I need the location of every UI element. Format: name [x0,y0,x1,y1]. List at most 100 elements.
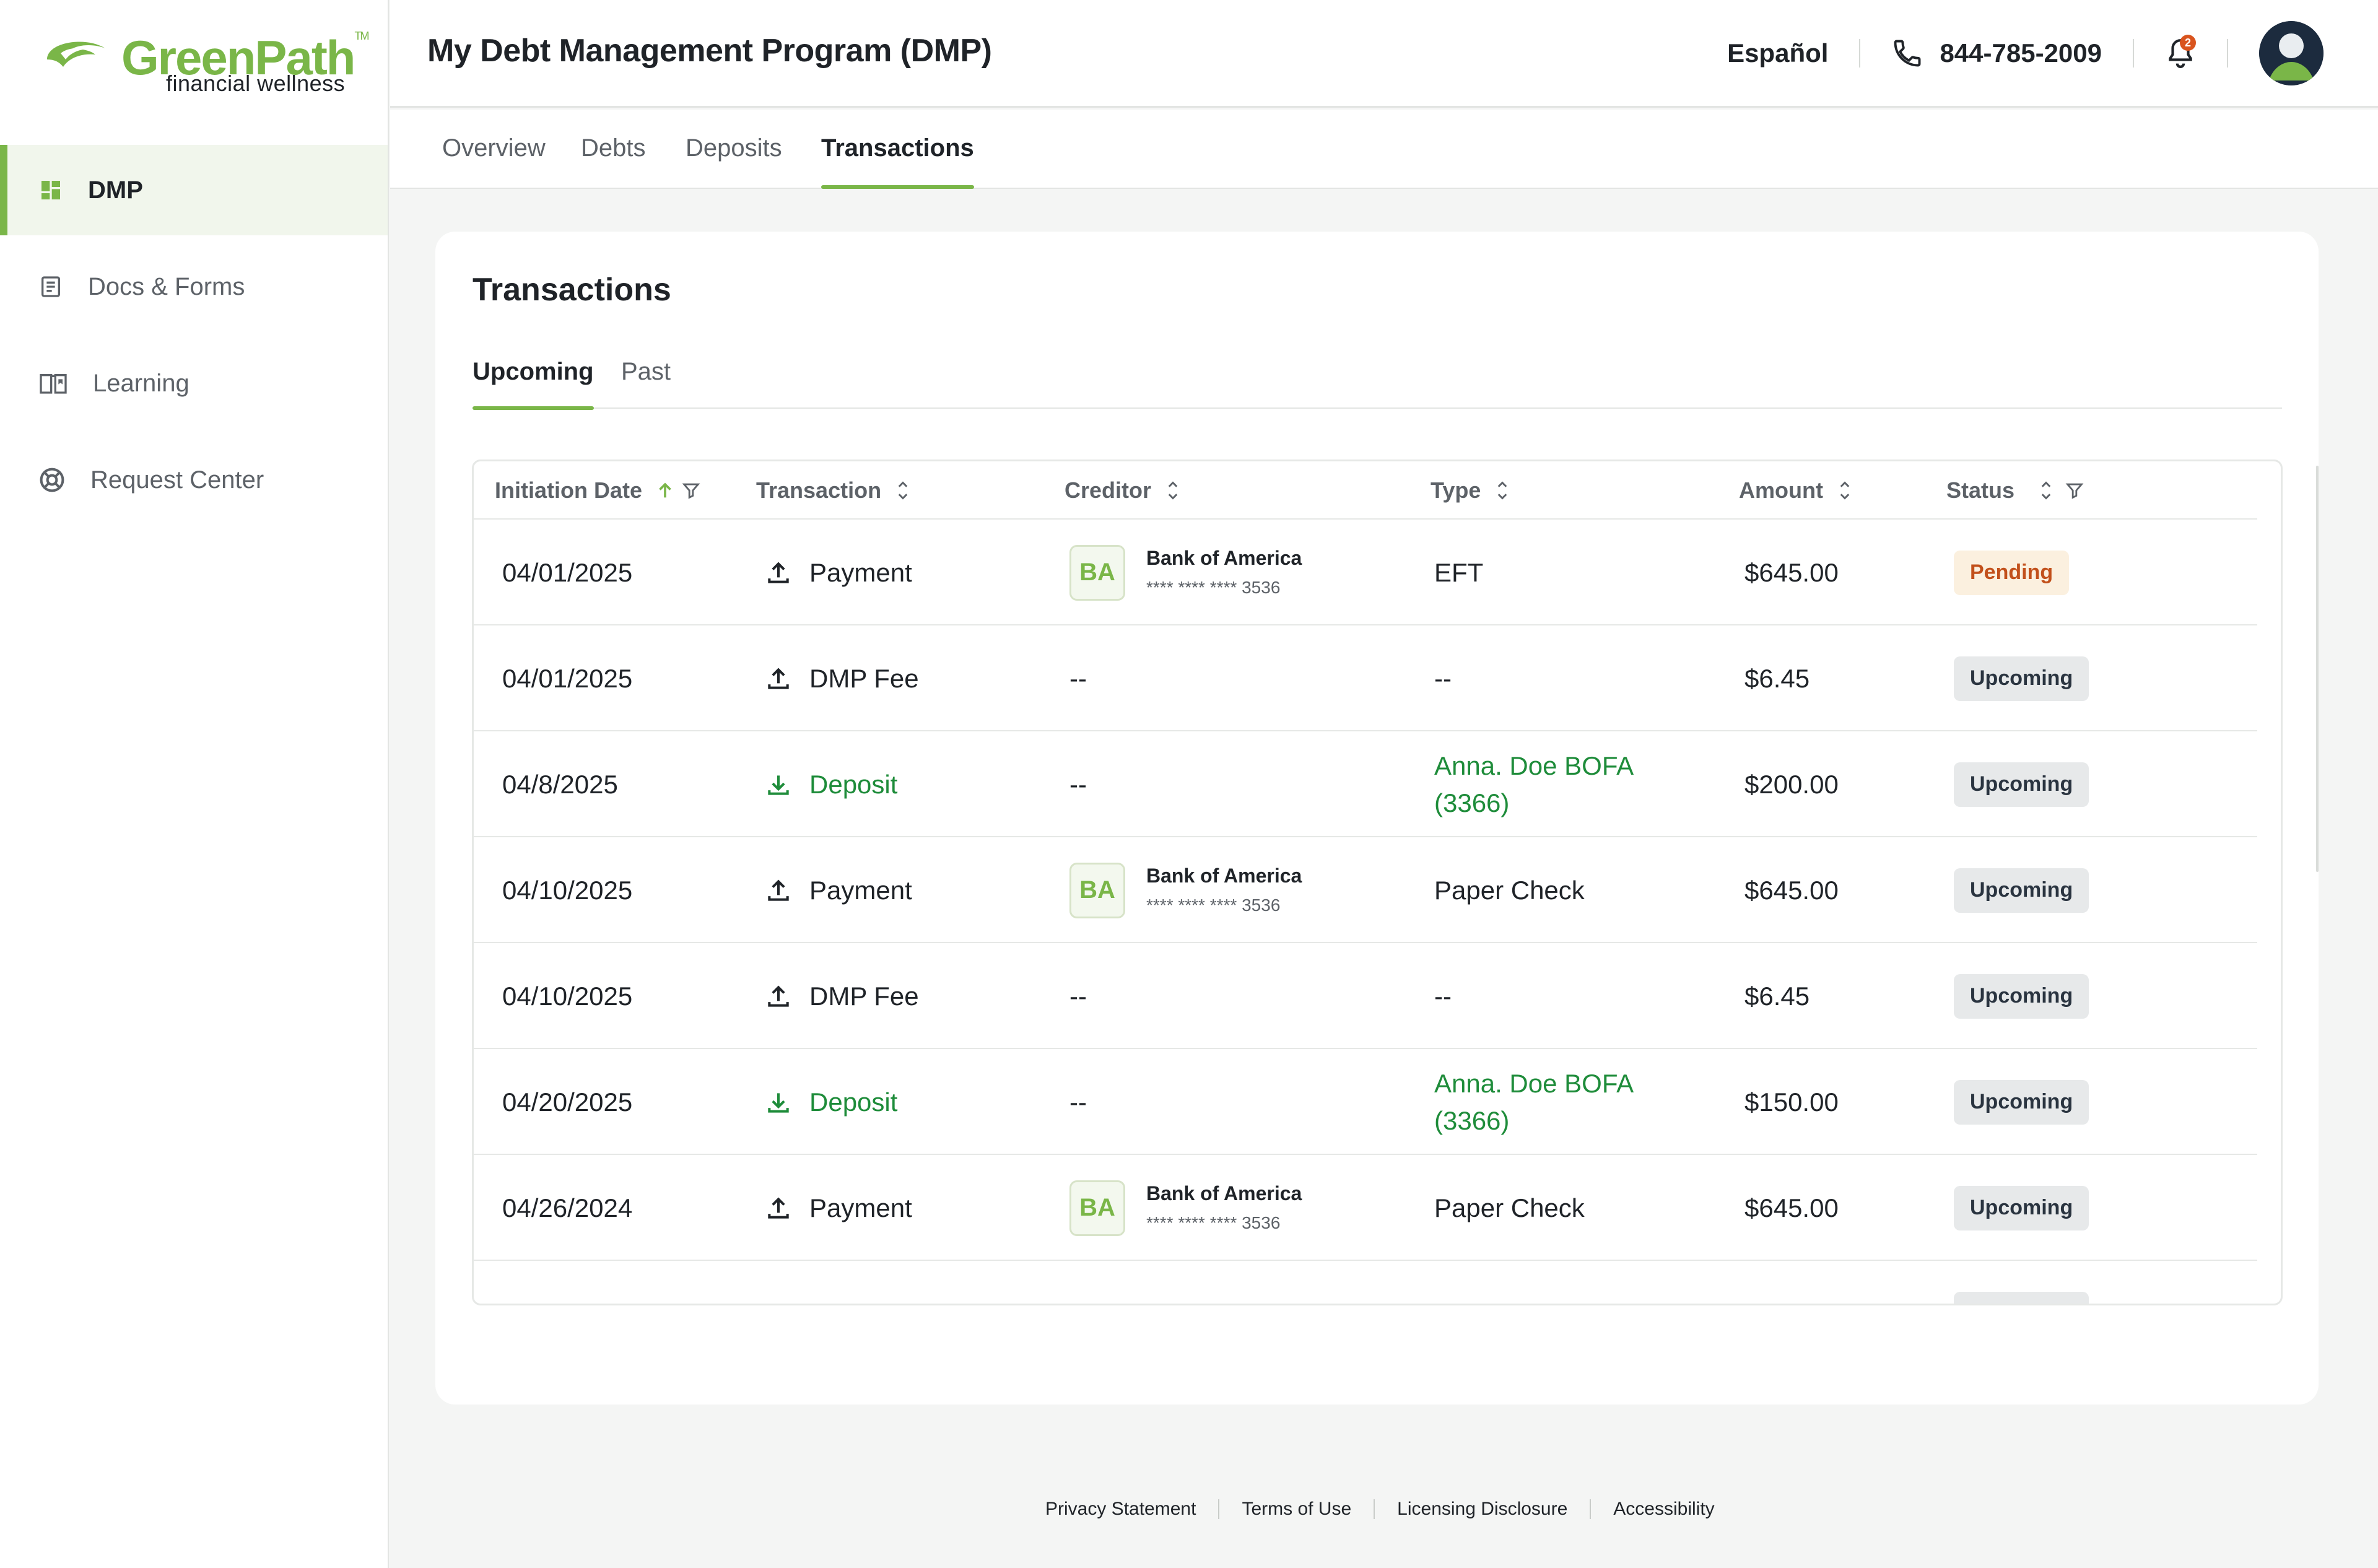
upload-icon [768,561,789,583]
sidebar-item-label: Request Center [90,466,264,494]
creditor-cell: -- [1069,981,1087,1011]
sort-ascending-icon[interactable] [655,479,676,502]
amount-cell: $645.00 [1744,557,1839,587]
creditor-account: **** **** **** 3536 [1146,577,1281,597]
transaction-cell: DMP Fee [765,625,919,731]
greenpath-logo-mark-icon [47,41,105,67]
table-row[interactable]: 04/10/2025 DMP Fee -- -- $6.45 Upcoming [474,943,2257,1049]
sidebar-item-label: Docs & Forms [88,272,245,300]
download-icon [765,1300,792,1306]
status-cell: Upcoming [1954,625,2089,731]
subtab-upcoming[interactable]: Upcoming [473,358,594,410]
creditor-name: Bank of America [1146,1182,1302,1204]
footer-link-accessibility[interactable]: Accessibility [1613,1499,1715,1519]
divider [1590,1499,1592,1519]
creditor-cell: -- [1069,769,1087,799]
footer-link-licensing[interactable]: Licensing Disclosure [1397,1499,1568,1519]
tab-deposits[interactable]: Deposits [686,134,782,162]
status-badge: Upcoming [1954,1185,2089,1230]
creditor-cell: BA Bank of America **** **** **** 3536 [1069,520,1302,625]
sidebar-item-label: DMP [88,176,143,204]
column-amount[interactable]: Amount [1739,461,1854,520]
brand-name: GreenPathTM [121,30,369,85]
status-badge: Upcoming [1954,762,2089,807]
upload-icon [768,985,789,1007]
avatar[interactable] [2259,21,2324,85]
table-row[interactable]: 04/01/2025 DMP Fee -- -- $6.45 Upcoming [474,625,2257,731]
greenpath-logo[interactable]: GreenPathTM financial wellness [42,30,369,104]
divider [1218,1499,1220,1519]
column-initiation-date[interactable]: Initiation Date [495,461,702,520]
tab-debts[interactable]: Debts [581,134,646,162]
sort-icon[interactable] [1164,477,1182,503]
status-badge: Upcoming [1954,656,2089,701]
sidebar-item-learning[interactable]: Learning [0,338,388,429]
date-cell: 04/01/2025 [502,557,633,587]
type-cell: -- [1434,981,1452,1011]
tab-overview[interactable]: Overview [442,134,546,162]
sidebar-item-request-center[interactable]: Request Center [0,435,388,525]
table-row[interactable]: 04/8/2025 Deposit -- Anna. Doe BOFA (3366) $2… [474,731,2257,837]
transaction-subtabs: Upcoming Past [473,358,2282,410]
notifications-button[interactable]: 2 [2165,35,2196,71]
sort-icon[interactable] [2037,477,2055,503]
column-creditor[interactable]: Creditor [1065,461,1182,520]
type-cell: Paper Check [1434,1193,1585,1222]
brand-tagline: financial wellness [166,71,346,96]
deposit-account-link[interactable]: Anna. Doe BOFA (3366) [1434,1049,1634,1155]
transactions-table: Initiation Date Transaction Creditor Typ… [472,460,2283,1305]
table-row[interactable]: 04/26/2024 Payment BA Bank of America **** *… [474,1155,2257,1261]
sidebar-item-dmp[interactable]: DMP [0,145,388,235]
table-row[interactable]: 04/10/2025 Payment BA Bank of America **** *… [474,837,2257,943]
sort-icon[interactable] [1836,477,1854,503]
program-tabs: Overview Debts Deposits Transactions [390,110,2378,189]
column-type[interactable]: Type [1431,461,1512,520]
sidebar-item-docs-forms[interactable]: Docs & Forms [0,242,388,332]
deposit-account-link[interactable]: Anna. Doe BOFA (3366) [1434,731,1634,837]
table-row[interactable]: 04/20/2025 Deposit -- Anna. Doe BOFA (3366) $… [474,1049,2257,1155]
download-icon [768,775,789,795]
phone-number: 844-785-2009 [1940,38,2102,68]
tab-transactions[interactable]: Transactions [821,134,974,189]
sort-icon[interactable] [894,477,912,503]
top-header: My Debt Management Program (DMP) Español… [390,0,2378,108]
table-scrollbar[interactable] [2316,466,2319,872]
creditor-cell: BA Bank of America **** **** **** 3536 [1069,1155,1302,1261]
column-status[interactable]: Status [1946,461,2085,520]
amount-cell: $6.45 [1744,981,1810,1011]
transaction-cell: Payment [765,520,912,625]
notification-badge: 2 [2180,35,2196,51]
filter-icon[interactable] [2064,479,2085,502]
type-cell: Paper Check [1434,875,1585,905]
divider [2133,39,2134,68]
creditor-name: Bank of America [1146,864,1302,887]
transaction-label: DMP Fee [809,981,919,1011]
footer-link-privacy[interactable]: Privacy Statement [1045,1499,1196,1519]
subtab-past[interactable]: Past [621,358,671,385]
column-label: Initiation Date [495,477,643,503]
table-row[interactable]: 04/26/2025 Deposit -- -- $6.45 Upcoming [474,1261,2257,1306]
divider [2227,39,2228,68]
filter-icon[interactable] [681,479,702,502]
footer-link-terms[interactable]: Terms of Use [1242,1499,1352,1519]
status-badge: Upcoming [1954,973,2089,1019]
amount-cell: $645.00 [1744,1193,1839,1222]
table-row[interactable]: 04/01/2025 Payment BA Bank of America **** *… [474,520,2257,625]
deposit-account-number: (3366) [1434,1105,1510,1135]
status-badge: Upcoming [1954,1291,2089,1304]
sidebar-nav: DMP Docs & Forms Learning Request Center [0,145,388,531]
column-label: Status [1946,477,2015,503]
column-transaction[interactable]: Transaction [756,461,912,520]
divider [1374,1499,1375,1519]
sort-icon[interactable] [1493,477,1512,503]
date-cell: 04/26/2024 [502,1193,633,1222]
creditor-info: Bank of America **** **** **** 3536 [1146,1181,1302,1235]
column-label: Amount [1739,477,1823,503]
amount-cell: $150.00 [1744,1087,1839,1117]
language-toggle[interactable]: Español [1727,38,1829,68]
column-label: Creditor [1065,477,1152,503]
status-badge: Upcoming [1954,868,2089,913]
phone-link[interactable]: 844-785-2009 [1891,37,2102,69]
card-title: Transactions [473,272,671,308]
date-cell: 04/26/2025 [502,1261,632,1304]
